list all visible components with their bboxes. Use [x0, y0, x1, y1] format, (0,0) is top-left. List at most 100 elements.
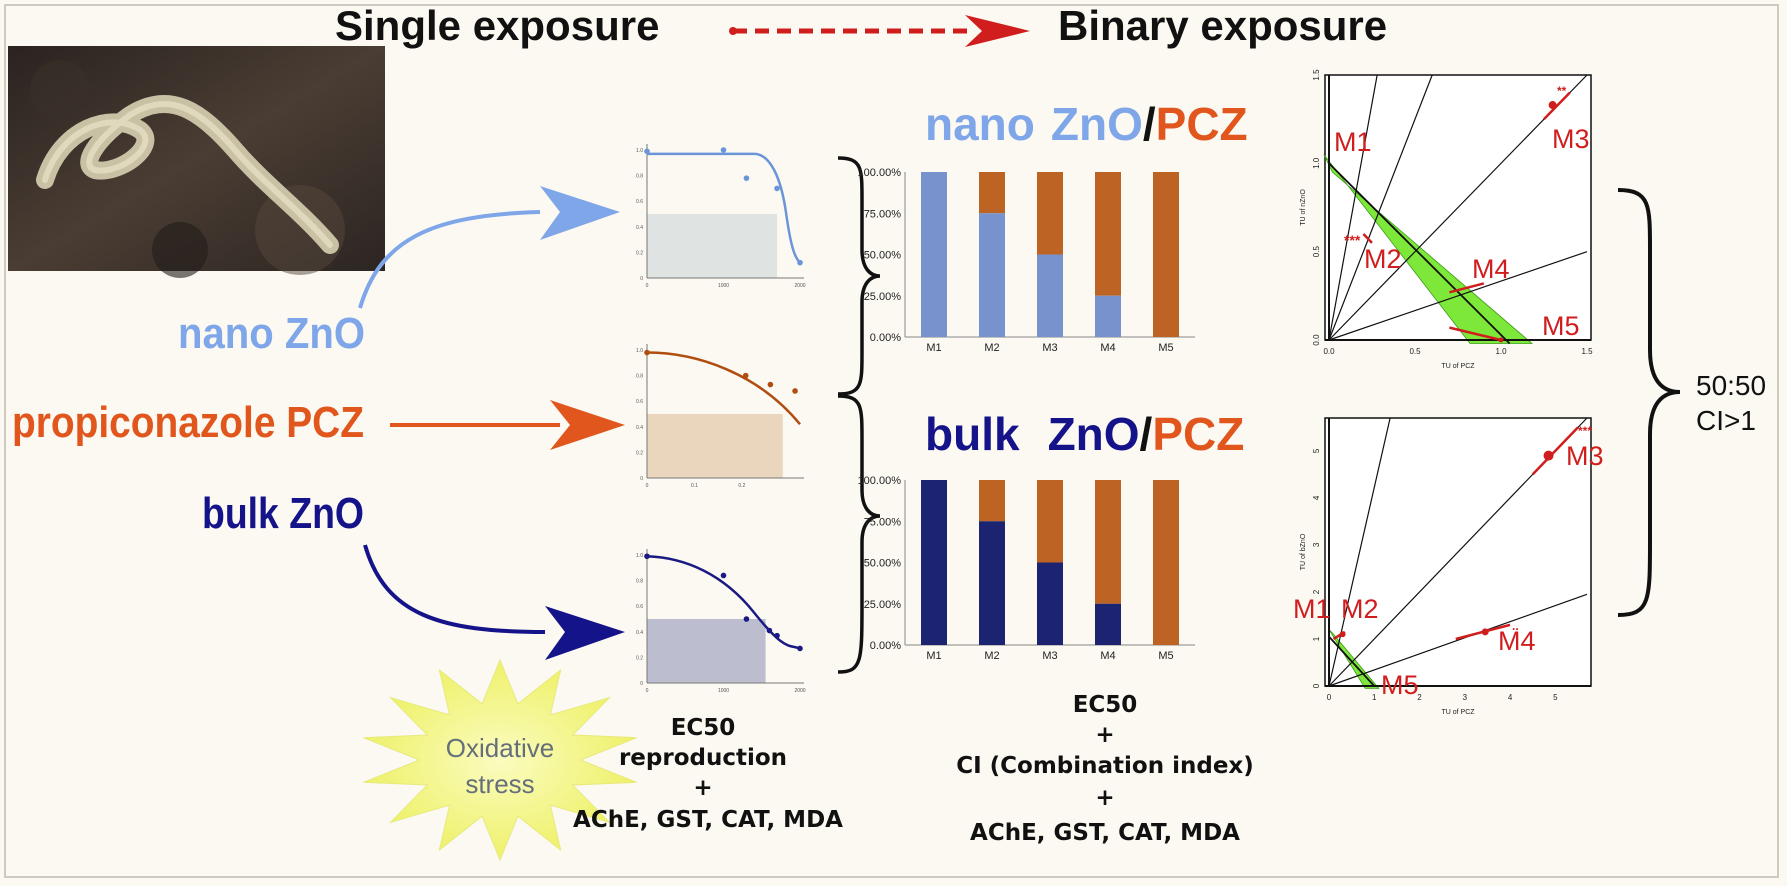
data-point	[743, 616, 750, 622]
mixture-label: M3	[1552, 124, 1590, 154]
single-caption-line3: +	[693, 775, 712, 801]
y-tick-label: 0.6	[636, 604, 643, 610]
x-tick-label: M5	[1158, 650, 1173, 662]
x-tick-label: M5	[1158, 342, 1173, 354]
header-dashed-arrow	[729, 15, 1030, 47]
single-caption-line4: AChE, GST, CAT, MDA	[573, 807, 843, 833]
y-tick-label: 100.00%	[858, 167, 902, 179]
fit-curve	[646, 555, 801, 650]
y-axis-label: TU of nZnO	[1300, 189, 1307, 226]
isobologram-bulk: 0 1 2 3 4 5 0 1 2 3 4 5 TU of PCZ TU of bZnO M1 M2 M3 M4 M…	[1293, 417, 1604, 716]
y-tick-label: 0	[640, 276, 643, 282]
significance-marker: **	[1557, 84, 1567, 98]
mixture-ray	[1328, 74, 1378, 341]
data-point	[644, 148, 650, 155]
mixture-ray	[1328, 593, 1588, 687]
x-tick-label: M4	[1100, 650, 1115, 662]
dose-response-bulk: 0 0.2 0.4 0.6 0.8 1.0 0 1000 2000	[636, 549, 806, 694]
bar-chart-bulk-pcz: 0.00% 25.00% 50.00% 75.00% 100.00% M1 M2 M3 M4 M5	[858, 475, 1195, 662]
mixture-ray	[1328, 251, 1588, 341]
x-tick-label: 3	[1463, 693, 1468, 702]
y-tick-label: 1.0	[1312, 157, 1321, 169]
x-tick-label: 2000	[794, 688, 805, 694]
mixture-label: M4	[1472, 254, 1510, 284]
x-tick-label: 2000	[794, 283, 805, 289]
oxidative-stress-star: Oxidative stress	[363, 658, 637, 862]
x-tick-label: M2	[984, 342, 999, 354]
data-point	[720, 147, 727, 153]
y-axis-label: TU of bZnO	[1300, 533, 1307, 570]
x-tick-label: 1.0	[1495, 347, 1507, 356]
result-ci: CI>1	[1696, 405, 1756, 436]
dose-response-pcz: 0 0.2 0.4 0.6 0.8 1.0 0 0.1 0.2	[636, 344, 804, 489]
label-bulk-zno: bulk ZnO	[202, 489, 364, 538]
y-tick-label: 1.0	[636, 348, 643, 354]
data-point	[797, 645, 803, 652]
bar-segment-zno	[979, 213, 1005, 337]
arrow-nano	[358, 186, 620, 309]
ec50-area	[647, 214, 778, 278]
data-point	[720, 572, 727, 579]
y-tick-label: 50.00%	[864, 250, 902, 262]
significance-marker: ***	[1344, 232, 1361, 248]
significance-marker: ..	[1512, 619, 1519, 633]
bar-segment-pcz	[1153, 172, 1179, 337]
x-tick-label: 0.5	[1409, 347, 1421, 356]
y-tick-label: 0.6	[636, 399, 643, 405]
x-tick-label: 1000	[718, 688, 729, 694]
y-tick-label: 1.5	[1312, 69, 1321, 81]
label-nano-zno: nano ZnO	[178, 309, 365, 358]
header-binary-exposure: Binary exposure	[1058, 2, 1387, 49]
arrow-pcz	[390, 400, 625, 450]
bar-segment-pcz	[1037, 480, 1063, 563]
mixture-point	[1498, 337, 1504, 343]
x-tick-label: 0	[1327, 693, 1332, 702]
y-tick-label: 75.00%	[864, 516, 902, 528]
isobole-line	[1328, 636, 1375, 687]
x-tick-label: M2	[984, 650, 999, 662]
single-exposure-caption: EC50 reproduction + AChE, GST, CAT, MDA	[573, 715, 843, 833]
bar-segment-zno	[1037, 254, 1063, 337]
ci-segment	[1362, 233, 1373, 244]
mixture-ray	[1328, 417, 1391, 687]
mixture-label: M5	[1542, 311, 1580, 341]
binary-caption-line4: +	[1095, 785, 1114, 811]
bar-segment-zno	[979, 521, 1005, 645]
y-tick-label: 100.00%	[858, 475, 902, 487]
y-tick-label: 0.0	[1312, 334, 1321, 346]
x-tick-label: M1	[926, 650, 941, 662]
mix-title-bulk: bulk ZnO/PCZ	[925, 408, 1244, 460]
y-tick-label: 0.4	[636, 425, 643, 431]
x-tick-label: M1	[926, 342, 941, 354]
data-point	[743, 175, 750, 181]
y-tick-label: 0.2	[636, 250, 643, 256]
x-tick-label: 5	[1553, 693, 1558, 702]
y-tick-label: 2	[1312, 589, 1321, 594]
mix-title-nano-sep: /	[1143, 98, 1156, 150]
dose-response-nano: 0 0.2 0.4 0.6 0.8 1.0 0 1000 2000	[636, 144, 806, 289]
y-tick-label: 0.8	[636, 374, 643, 380]
data-point	[644, 349, 650, 356]
y-tick-label: 0.00%	[870, 332, 901, 344]
x-tick-label: 0	[646, 483, 649, 489]
binary-caption-line3: CI (Combination index)	[956, 753, 1254, 779]
mix-title-nano: nano ZnO/PCZ	[925, 98, 1248, 150]
y-tick-label: 1	[1312, 636, 1321, 641]
earthworm-photo	[8, 46, 385, 278]
binary-caption-line2: +	[1095, 722, 1114, 748]
y-tick-label: 25.00%	[864, 599, 902, 611]
header-single-exposure: Single exposure	[335, 2, 659, 49]
mixture-label: M3	[1566, 441, 1604, 471]
mixture-ray	[1328, 74, 1433, 341]
y-tick-label: 3	[1312, 542, 1321, 547]
mixture-point	[1339, 631, 1346, 638]
bar-chart-nano-pcz: 0.00% 25.00% 50.00% 75.00% 100.00% M1 M2 M3 M4 M5	[858, 167, 1195, 354]
isobole-line	[1328, 162, 1511, 345]
data-point	[797, 259, 803, 266]
y-tick-label: 0.2	[636, 450, 643, 456]
x-tick-label: M3	[1042, 342, 1057, 354]
data-point	[792, 388, 798, 394]
bar-segment-zno	[1095, 603, 1121, 645]
bar-segment-pcz	[979, 172, 1005, 214]
brace-left	[837, 156, 881, 674]
